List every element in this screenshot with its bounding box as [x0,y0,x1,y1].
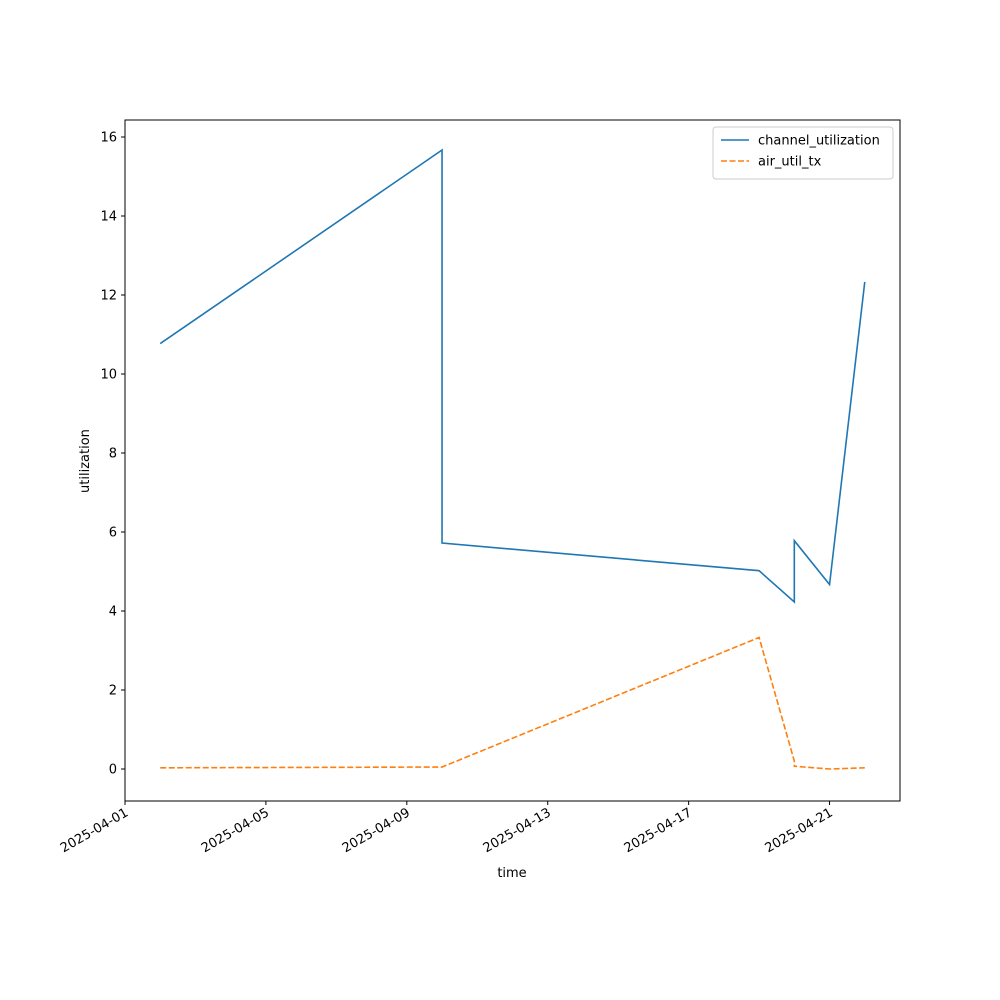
x-tick-label: 2025-04-01 [58,805,131,856]
legend-label: air_util_tx [758,155,822,170]
x-tick-label: 2025-04-17 [622,805,695,856]
series-line [160,636,865,770]
y-tick-label: 16 [100,130,117,145]
x-tick-label: 2025-04-09 [340,805,413,856]
x-tick-label: 2025-04-21 [763,805,836,856]
x-tick-label: 2025-04-05 [199,805,272,856]
y-tick-label: 14 [100,209,117,224]
y-axis-label: utilization [78,429,93,493]
x-tick-label: 2025-04-13 [481,805,554,856]
y-tick-label: 0 [109,763,117,778]
plot-frame [124,119,901,802]
y-tick-label: 6 [109,525,117,540]
series-line [159,148,866,604]
legend-box [712,126,894,180]
y-tick-label: 10 [100,367,117,382]
y-tick-label: 4 [109,604,117,619]
x-axis-label: time [497,866,526,881]
y-tick-label: 2 [109,684,117,699]
legend-label: channel_utilization [758,134,880,149]
y-tick-label: 12 [100,288,117,303]
y-tick-label: 8 [109,446,117,461]
